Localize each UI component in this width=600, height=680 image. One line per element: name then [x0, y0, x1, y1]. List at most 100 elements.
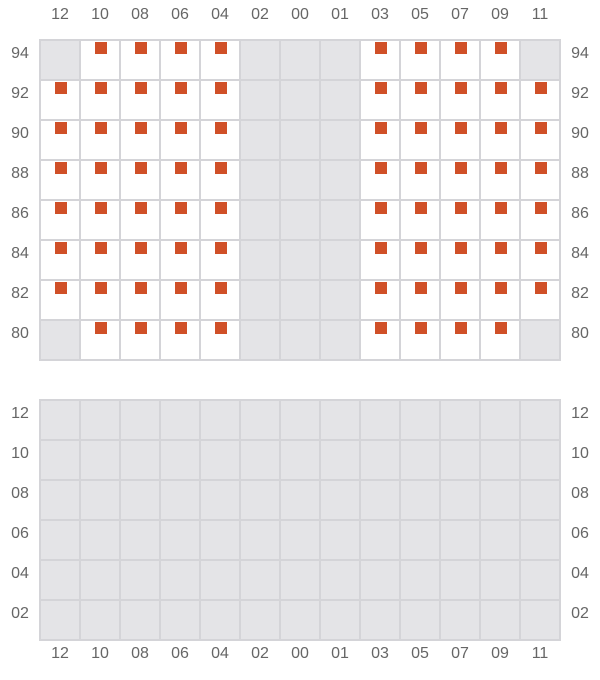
seat-cell[interactable]: [161, 281, 199, 319]
seat-cell[interactable]: [441, 81, 479, 119]
seat-cell[interactable]: [121, 41, 159, 79]
seat-marker-icon: [55, 242, 67, 254]
row-label-left: 92: [11, 85, 29, 102]
seat-cell[interactable]: [401, 201, 439, 239]
seat-cell[interactable]: [161, 201, 199, 239]
seat-cell[interactable]: [481, 41, 519, 79]
seat-cell[interactable]: [481, 121, 519, 159]
seat-cell: [81, 481, 119, 519]
seat-cell[interactable]: [401, 41, 439, 79]
seat-cell[interactable]: [361, 161, 399, 199]
seat-cell[interactable]: [121, 321, 159, 359]
seat-cell[interactable]: [161, 121, 199, 159]
seat-cell[interactable]: [41, 241, 79, 279]
seat-cell[interactable]: [521, 161, 559, 199]
seat-cell[interactable]: [441, 281, 479, 319]
seat-cell[interactable]: [121, 281, 159, 319]
seat-cell[interactable]: [81, 241, 119, 279]
seat-cell[interactable]: [361, 121, 399, 159]
seat-cell: [321, 481, 359, 519]
seat-cell[interactable]: [41, 161, 79, 199]
seat-cell[interactable]: [81, 201, 119, 239]
seat-cell[interactable]: [441, 41, 479, 79]
seat-cell[interactable]: [521, 121, 559, 159]
seat-cell[interactable]: [161, 321, 199, 359]
seat-cell: [81, 601, 119, 639]
row-label-left: 12: [11, 405, 29, 422]
row-label-left: 86: [11, 205, 29, 222]
seat-cell[interactable]: [161, 161, 199, 199]
seat-cell[interactable]: [361, 241, 399, 279]
seat-cell[interactable]: [481, 81, 519, 119]
seat-cell: [401, 401, 439, 439]
seat-cell[interactable]: [481, 281, 519, 319]
seat-cell[interactable]: [441, 321, 479, 359]
seat-cell[interactable]: [81, 161, 119, 199]
seat-marker-icon: [95, 82, 107, 94]
seat-cell[interactable]: [401, 281, 439, 319]
seat-cell[interactable]: [121, 121, 159, 159]
seat-cell[interactable]: [401, 81, 439, 119]
top-column-label: 10: [91, 6, 109, 23]
seat-cell[interactable]: [121, 201, 159, 239]
seat-marker-icon: [175, 162, 187, 174]
seat-cell[interactable]: [161, 81, 199, 119]
seat-cell[interactable]: [81, 81, 119, 119]
seat-cell[interactable]: [41, 281, 79, 319]
seat-marker-icon: [215, 122, 227, 134]
seat-marker-icon: [415, 282, 427, 294]
seat-marker-icon: [55, 282, 67, 294]
seat-cell[interactable]: [441, 121, 479, 159]
row-label-right: 92: [571, 85, 589, 102]
seat-cell[interactable]: [481, 161, 519, 199]
seat-cell[interactable]: [81, 41, 119, 79]
seat-cell[interactable]: [201, 281, 239, 319]
seat-cell[interactable]: [201, 121, 239, 159]
seat-cell[interactable]: [401, 321, 439, 359]
seat-cell[interactable]: [81, 121, 119, 159]
seat-cell[interactable]: [481, 201, 519, 239]
seat-cell[interactable]: [41, 201, 79, 239]
seat-cell[interactable]: [41, 121, 79, 159]
seat-marker-icon: [215, 82, 227, 94]
seat-cell: [81, 441, 119, 479]
seat-cell[interactable]: [521, 201, 559, 239]
seat-cell[interactable]: [201, 41, 239, 79]
seat-cell[interactable]: [521, 281, 559, 319]
seat-cell[interactable]: [441, 161, 479, 199]
seat-cell[interactable]: [401, 161, 439, 199]
seat-cell[interactable]: [201, 201, 239, 239]
bottom-column-label: 10: [91, 645, 109, 662]
seat-cell[interactable]: [441, 201, 479, 239]
seat-cell[interactable]: [121, 161, 159, 199]
seat-cell[interactable]: [361, 201, 399, 239]
seat-cell[interactable]: [201, 161, 239, 199]
seat-cell[interactable]: [361, 321, 399, 359]
seat-cell[interactable]: [441, 241, 479, 279]
seat-cell[interactable]: [481, 241, 519, 279]
seat-cell[interactable]: [361, 81, 399, 119]
seat-cell[interactable]: [481, 321, 519, 359]
seat-cell[interactable]: [401, 121, 439, 159]
seat-cell[interactable]: [161, 41, 199, 79]
seat-cell[interactable]: [361, 41, 399, 79]
seat-cell[interactable]: [201, 81, 239, 119]
seat-cell[interactable]: [41, 81, 79, 119]
seat-marker-icon: [135, 82, 147, 94]
seat-cell[interactable]: [401, 241, 439, 279]
row-label-left: 04: [11, 565, 29, 582]
seat-cell[interactable]: [201, 241, 239, 279]
seat-cell[interactable]: [521, 81, 559, 119]
seat-cell[interactable]: [121, 81, 159, 119]
seat-cell[interactable]: [81, 281, 119, 319]
seat-cell[interactable]: [161, 241, 199, 279]
seat-cell[interactable]: [121, 241, 159, 279]
seat-cell[interactable]: [361, 281, 399, 319]
seat-cell[interactable]: [521, 241, 559, 279]
seat-cell: [441, 401, 479, 439]
seat-cell[interactable]: [201, 321, 239, 359]
seat-cell: [521, 481, 559, 519]
seat-cell[interactable]: [81, 321, 119, 359]
seat-marker-icon: [55, 122, 67, 134]
seat-marker-icon: [455, 162, 467, 174]
